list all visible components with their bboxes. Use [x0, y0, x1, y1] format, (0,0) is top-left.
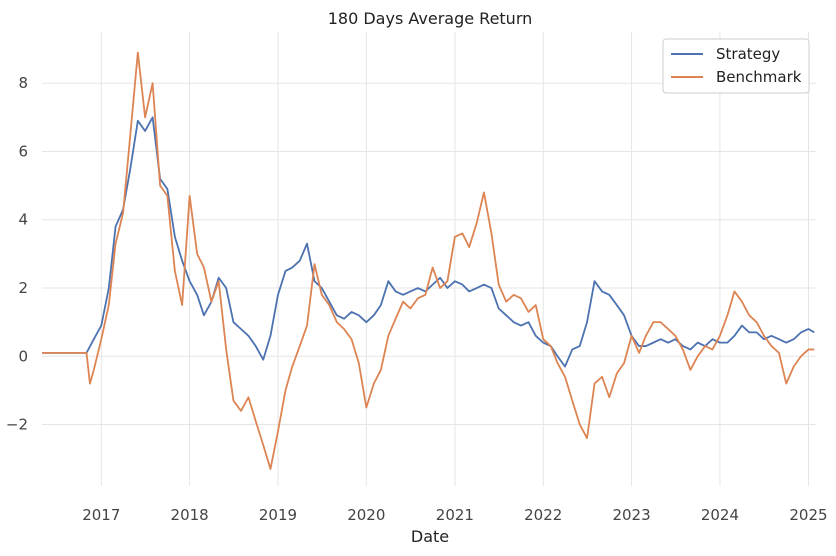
series-line-benchmark — [42, 51, 815, 470]
y-tick-label: 6 — [18, 142, 28, 160]
legend: Strategy Benchmark — [662, 38, 810, 94]
y-tick-label: 2 — [18, 279, 28, 297]
y-tick-label: 8 — [18, 74, 28, 92]
y-gridlines — [42, 82, 816, 426]
x-tick-label: 2024 — [701, 506, 739, 524]
x-tick-labels: 2017 2018 2019 2020 2021 2022 2023 2024 2025 — [82, 506, 827, 524]
x-gridlines — [100, 32, 809, 486]
y-tick-label: 0 — [18, 347, 28, 365]
y-tick-labels: −2 0 2 4 6 8 — [6, 74, 28, 433]
chart-title: 180 Days Average Return — [328, 9, 533, 28]
y-tick-label: −2 — [6, 416, 28, 434]
legend-label-strategy: Strategy — [716, 45, 780, 63]
x-tick-label: 2021 — [436, 506, 474, 524]
x-tick-label: 2018 — [171, 506, 209, 524]
series-lines — [42, 51, 815, 470]
legend-label-benchmark: Benchmark — [716, 68, 802, 86]
x-tick-label: 2023 — [612, 506, 650, 524]
series-line-strategy — [42, 116, 815, 368]
y-tick-label: 4 — [18, 211, 28, 229]
x-tick-label: 2020 — [347, 506, 385, 524]
x-tick-label: 2022 — [524, 506, 562, 524]
legend-box — [662, 38, 810, 94]
x-tick-label: 2019 — [259, 506, 297, 524]
x-tick-label: 2017 — [82, 506, 120, 524]
x-axis-label: Date — [411, 527, 449, 546]
x-tick-label: 2025 — [789, 506, 827, 524]
